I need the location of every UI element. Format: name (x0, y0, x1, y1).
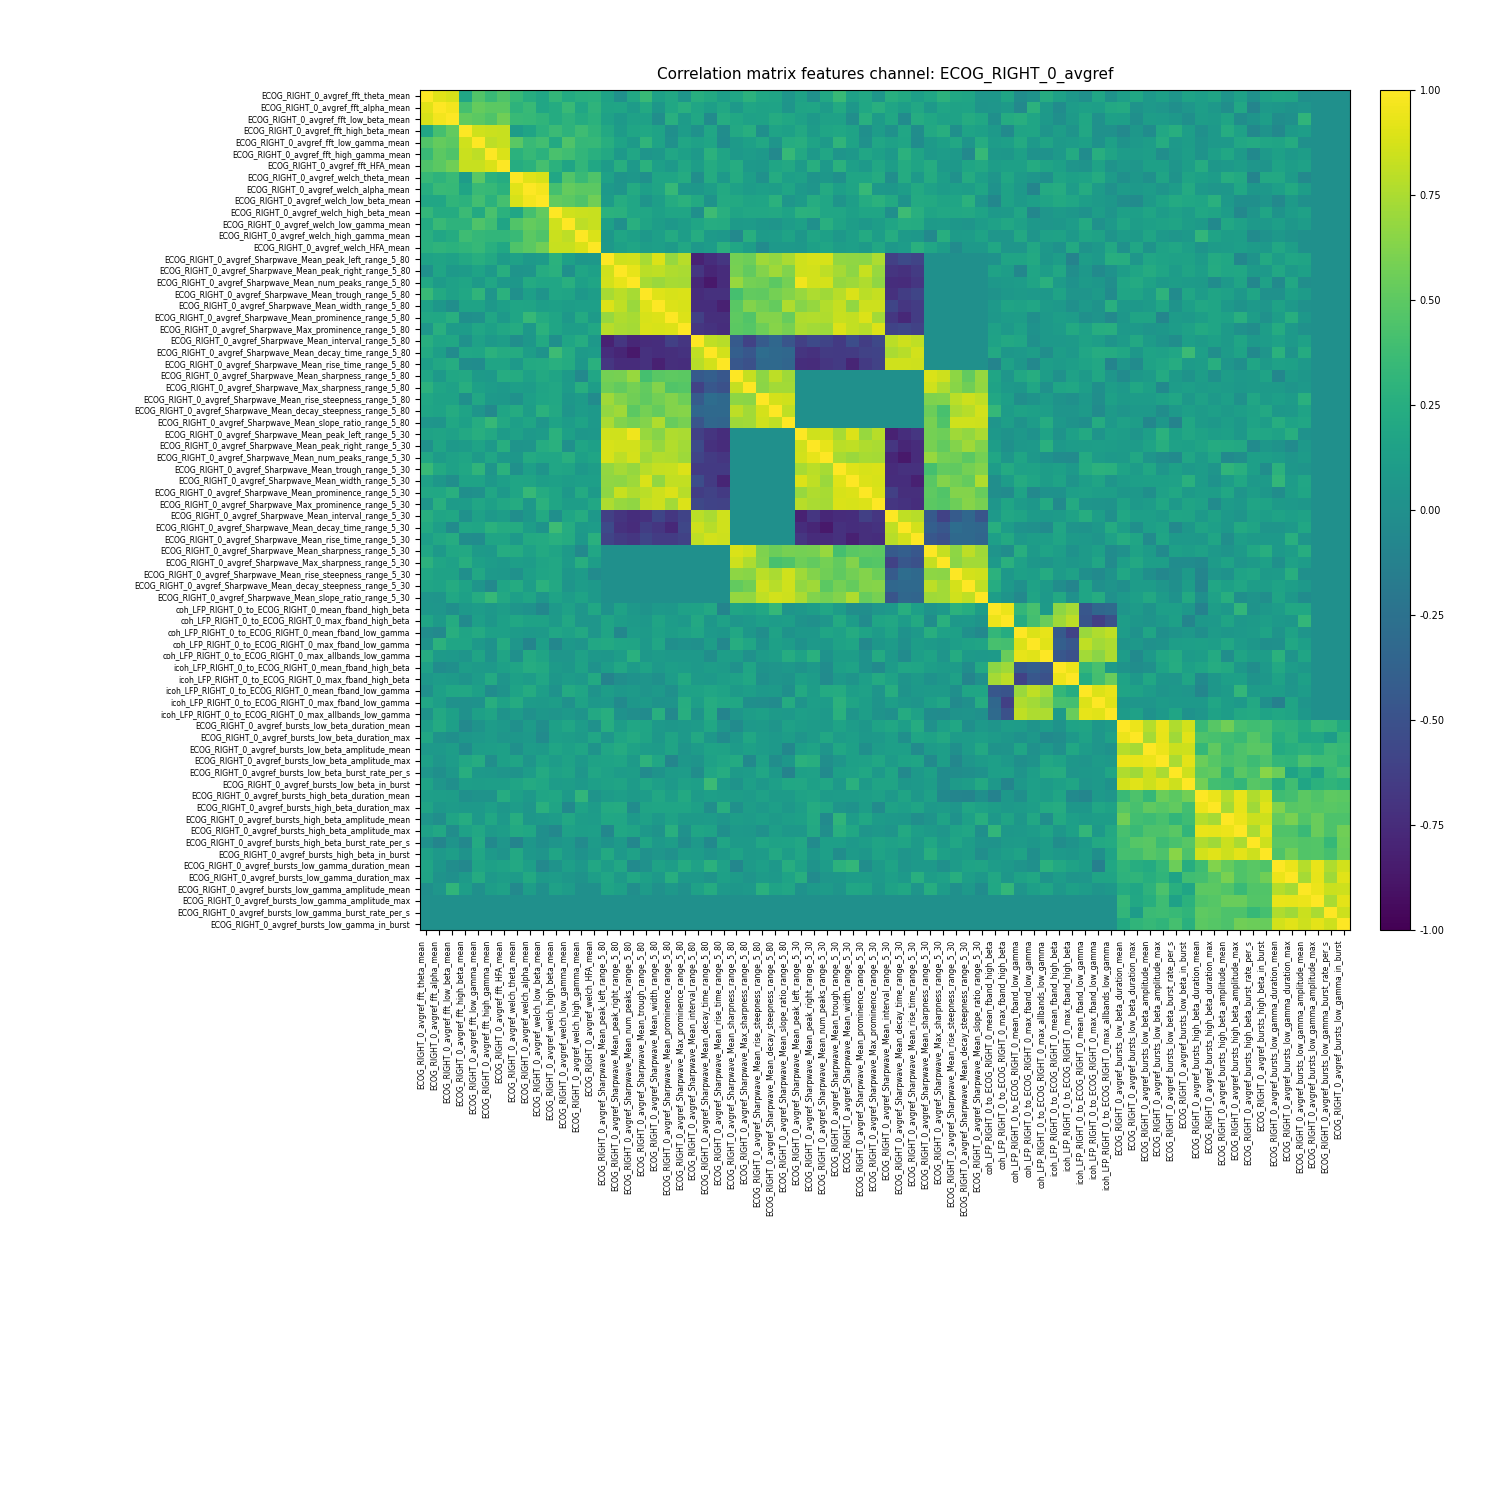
Title: Correlation matrix features channel: ECOG_RIGHT_0_avgref: Correlation matrix features channel: ECO… (657, 68, 1113, 82)
